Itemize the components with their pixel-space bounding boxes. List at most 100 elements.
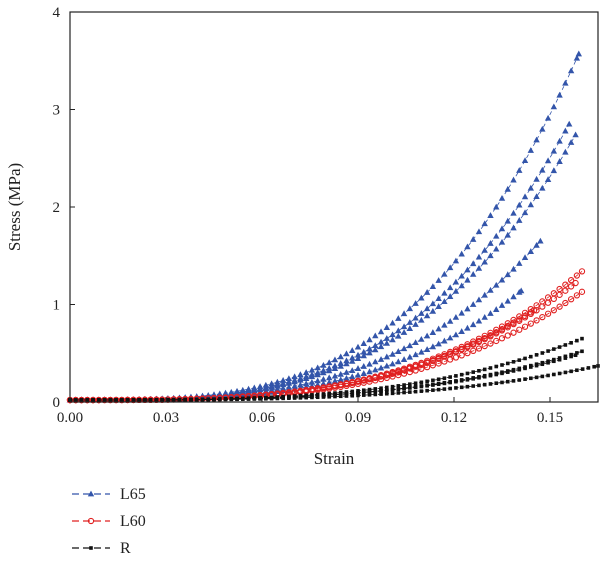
data-point (418, 361, 425, 368)
y-tick-label: 1 (53, 298, 61, 314)
data-point (458, 309, 465, 316)
data-point (556, 285, 563, 293)
data-point (408, 390, 412, 394)
y-tick-label: 3 (53, 103, 61, 119)
data-point (465, 377, 470, 382)
data-point (429, 283, 437, 289)
data-point (530, 307, 538, 314)
data-point (377, 338, 385, 345)
data-point (390, 384, 395, 389)
data-point (552, 372, 556, 377)
data-point (297, 371, 304, 378)
data-point (331, 384, 339, 391)
data-point (372, 366, 379, 373)
data-point (521, 312, 529, 320)
data-point (470, 347, 477, 355)
data-point (452, 287, 460, 294)
data-point (556, 158, 563, 164)
data-point (400, 329, 408, 335)
data-point (546, 373, 550, 378)
data-point (510, 329, 517, 336)
data-point (297, 376, 304, 383)
data-point (510, 293, 517, 300)
data-point (79, 398, 84, 402)
legend-marker (89, 546, 93, 550)
data-point (89, 396, 97, 404)
data-point (505, 370, 510, 374)
data-point (418, 348, 425, 355)
data-point (517, 358, 522, 362)
data-point (360, 377, 367, 384)
data-point (304, 395, 308, 400)
curve (68, 349, 584, 402)
data-point (314, 364, 321, 371)
data-point (521, 193, 529, 200)
data-point (518, 287, 525, 294)
data-point (385, 388, 389, 393)
data-point (464, 305, 471, 312)
data-point (470, 338, 477, 345)
data-point (517, 378, 522, 382)
data-point (366, 378, 373, 385)
data-point (521, 323, 529, 330)
data-point (572, 279, 579, 287)
data-point (354, 351, 362, 358)
data-point (402, 386, 406, 391)
data-point (470, 321, 477, 328)
data-point (493, 281, 500, 288)
data-point (573, 272, 581, 279)
data-point (408, 382, 412, 386)
curve (66, 131, 579, 403)
data-point (297, 381, 304, 388)
data-point (488, 382, 493, 386)
data-point (487, 240, 494, 246)
data-point (504, 271, 511, 278)
data-point (343, 380, 350, 387)
data-point (429, 343, 437, 350)
data-point (454, 379, 458, 384)
data-point (333, 394, 337, 399)
data-point (537, 237, 544, 244)
data-point (366, 336, 373, 343)
data-point (580, 349, 584, 354)
data-point (429, 300, 437, 307)
data-point (431, 388, 435, 392)
data-point (356, 393, 360, 398)
data-point (464, 349, 471, 357)
data-point (418, 316, 425, 323)
data-point (573, 292, 581, 299)
data-point (487, 252, 494, 259)
data-point (569, 352, 573, 357)
data-point (302, 380, 310, 387)
data-point (464, 276, 471, 283)
data-point (505, 379, 510, 384)
x-axis: 0.00 0.03 0.06 0.09 0.12 0.15 (57, 397, 563, 426)
data-point (137, 398, 141, 402)
data-point (494, 364, 499, 369)
data-point (343, 369, 350, 375)
data-point (533, 136, 540, 143)
data-point (516, 260, 523, 266)
data-point (552, 347, 556, 351)
data-point (562, 148, 569, 155)
data-point (475, 296, 483, 303)
data-point (498, 225, 506, 232)
data-point (377, 376, 385, 383)
data-point (349, 354, 356, 361)
data-point (366, 360, 373, 367)
data-point (448, 386, 452, 391)
data-point (534, 353, 539, 357)
data-point (498, 326, 506, 333)
data-point (475, 264, 483, 271)
data-point (446, 264, 454, 271)
data-point (516, 316, 523, 323)
data-point (575, 351, 579, 355)
data-point (562, 79, 569, 86)
data-point (429, 307, 437, 314)
data-point (367, 392, 372, 397)
data-point (200, 397, 205, 402)
data-point (337, 362, 344, 369)
data-point (441, 337, 448, 344)
data-point (396, 384, 401, 388)
